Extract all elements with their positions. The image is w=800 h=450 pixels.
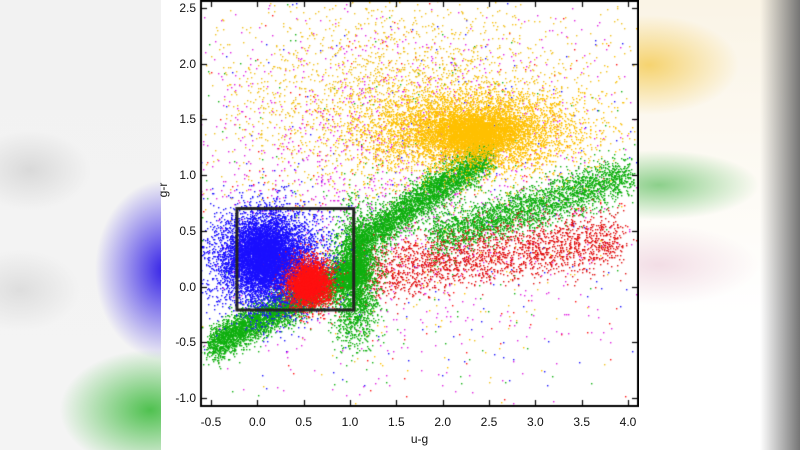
x-axis-title: u-g (410, 432, 429, 446)
y-tick-label: 0.5 (179, 223, 196, 238)
y-tick-label: 0.0 (179, 279, 196, 294)
x-tick-label: 0.0 (248, 415, 266, 429)
x-tick-label: 2.0 (434, 415, 451, 429)
y-tick-label: 1.5 (179, 112, 196, 127)
x-tick-label: 1.5 (387, 415, 405, 429)
x-tick-label: -0.5 (200, 415, 222, 429)
x-tick-label: 1.0 (341, 415, 359, 429)
y-tick-label: 2.0 (179, 56, 196, 71)
x-tick-label: 2.5 (480, 415, 498, 429)
scatter-plot-canvas (161, 0, 639, 450)
x-tick-label: 4.0 (619, 415, 637, 429)
window-edge-shadow (760, 0, 800, 450)
x-tick-label: 3.0 (526, 415, 544, 429)
x-tick-label: 0.5 (295, 415, 312, 429)
y-axis-title: g-r (156, 182, 170, 198)
blurred-background-left (0, 0, 161, 450)
y-tick-label: -0.5 (175, 335, 196, 350)
y-tick-label: 1.0 (179, 168, 196, 183)
y-tick-label: 2.5 (179, 1, 196, 15)
x-tick-label: 3.5 (573, 415, 590, 429)
blurred-background-right (639, 0, 800, 450)
y-tick-label: -1.0 (175, 391, 196, 405)
chart-panel: 2.5 2.0 1.5 1.0 0.5 0.0 -0.5 -1.0 -0.5 0.0 0.5 1.0… (156, 0, 639, 450)
